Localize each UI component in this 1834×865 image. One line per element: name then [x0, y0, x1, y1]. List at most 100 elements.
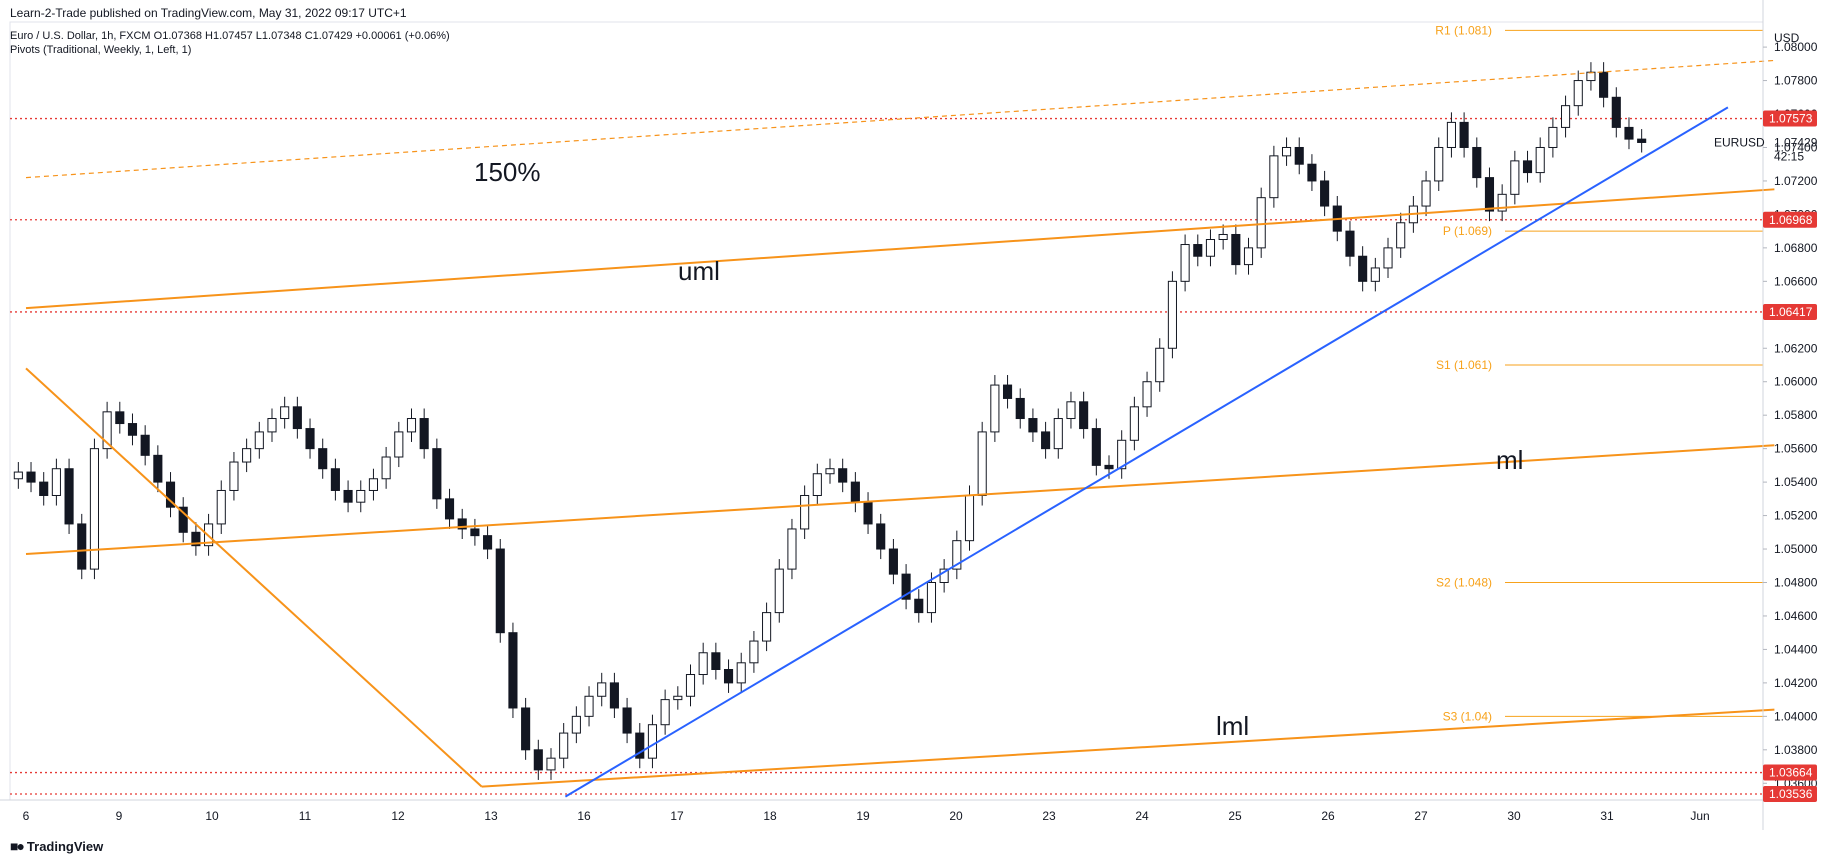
- label-150-percent: 150%: [474, 157, 541, 187]
- candle-body: [1611, 96, 1621, 128]
- candle-body: [800, 494, 810, 530]
- price-tick-label: 1.05800: [1774, 408, 1818, 422]
- footer-brand: TradingView: [26, 838, 104, 854]
- candle-body: [1256, 197, 1266, 249]
- price-tick-label: 1.05400: [1774, 475, 1818, 489]
- candle-body: [77, 523, 87, 570]
- candle-body: [1586, 71, 1596, 82]
- candle-body: [926, 581, 937, 614]
- candle-body: [1028, 418, 1038, 433]
- pitchfork-handle-line[interactable]: [25, 367, 483, 788]
- candle-body: [305, 428, 315, 450]
- pitchfork-median-line[interactable]: [25, 444, 1775, 556]
- candle-body: [736, 662, 746, 684]
- candle-body: [267, 418, 277, 433]
- candle-body: [964, 494, 975, 542]
- candle-body: [1434, 146, 1444, 182]
- candle-body: [1155, 347, 1165, 383]
- price-tick-label: 1.07200: [1774, 174, 1818, 188]
- price-tag-value: 1.06968: [1769, 213, 1813, 227]
- drawing-labels: 150% uml ml lml: [474, 157, 1523, 741]
- horizontal-price-lines: [10, 117, 1763, 795]
- tradingview-logo-icon: ■●: [10, 838, 25, 854]
- candle-body: [178, 506, 188, 533]
- candle-body: [254, 431, 264, 450]
- candle-body: [1243, 247, 1254, 266]
- candle-body: [318, 448, 328, 470]
- candle-body: [914, 598, 924, 614]
- label-uml: uml: [678, 256, 720, 286]
- time-tick-label: 16: [577, 809, 591, 823]
- candle-body: [825, 468, 835, 475]
- candle-body: [1421, 180, 1431, 207]
- price-tick-label: 1.05000: [1774, 542, 1818, 556]
- candle-body: [102, 411, 112, 450]
- candle-body: [1129, 406, 1139, 441]
- currency-label: USD: [1774, 31, 1800, 45]
- candle-body: [495, 548, 505, 634]
- candle-body: [1091, 428, 1101, 466]
- candle-body: [483, 535, 493, 550]
- pitchfork-150-line[interactable]: [25, 59, 1775, 179]
- label-ml: ml: [1496, 445, 1523, 475]
- ascending-trendline[interactable]: [564, 106, 1729, 798]
- candle-body: [876, 523, 886, 550]
- candle-body: [191, 531, 201, 547]
- price-chart[interactable]: R1 (1.081) P (1.069) S1 (1.061) S2 (1.048) S…: [0, 0, 1834, 830]
- time-tick-label: 31: [1600, 809, 1614, 823]
- symbol-last-label: EURUSD: [1714, 136, 1765, 150]
- candle-body: [521, 707, 531, 751]
- candle-body: [394, 431, 404, 458]
- candle-body: [1205, 239, 1216, 257]
- candle-body: [762, 612, 772, 642]
- candle-body: [127, 423, 138, 436]
- candle-body: [356, 489, 366, 503]
- candle-body: [1522, 160, 1533, 174]
- pivot-label: S2 (1.048): [1436, 575, 1492, 589]
- candle-body: [292, 406, 302, 430]
- candle-body: [1548, 126, 1558, 148]
- candle-body: [863, 501, 873, 525]
- candle-body: [977, 431, 987, 496]
- candle-body: [1015, 397, 1025, 420]
- candle-body: [888, 548, 898, 575]
- candle-body: [559, 732, 569, 759]
- candle-body: [1231, 233, 1241, 266]
- candle-body: [1117, 439, 1127, 470]
- candlestick-series: [13, 62, 1647, 780]
- time-tick-label: Jun: [1690, 809, 1709, 823]
- candle-body: [698, 652, 708, 676]
- pitchfork-drawing[interactable]: [25, 59, 1775, 798]
- time-tick-label: 30: [1507, 809, 1521, 823]
- candle-body: [901, 573, 911, 600]
- candle-body: [1497, 193, 1507, 212]
- candle-body: [647, 724, 658, 759]
- candle-body: [419, 418, 429, 450]
- candle-body: [153, 454, 163, 483]
- price-tick-label: 1.06800: [1774, 241, 1818, 255]
- time-tick-label: 26: [1321, 809, 1335, 823]
- candle-body: [1053, 418, 1063, 450]
- candle-body: [13, 471, 23, 480]
- candle-body: [660, 699, 670, 726]
- pitchfork-lower-median-line[interactable]: [481, 708, 1775, 788]
- price-tick-label: 1.04400: [1774, 642, 1818, 656]
- tradingview-footer[interactable]: ■● TradingView: [10, 838, 103, 854]
- candle-body: [229, 461, 239, 491]
- price-tick-label: 1.03800: [1774, 743, 1818, 757]
- price-tick-label: 1.04600: [1774, 609, 1818, 623]
- candle-body: [546, 757, 556, 771]
- candle-body: [838, 468, 848, 483]
- symbol-ohlc-line[interactable]: Euro / U.S. Dollar, 1h, FXCM O1.07368 H1…: [10, 30, 450, 42]
- time-tick-label: 11: [299, 809, 312, 823]
- candle-body: [39, 481, 49, 496]
- chart-grid: [9, 21, 1764, 801]
- pitchfork-upper-median-line[interactable]: [25, 188, 1775, 310]
- candle-body: [115, 411, 125, 425]
- candle-body: [1358, 255, 1368, 282]
- time-axis[interactable]: 6 9 10 11 12 13 16 17 18 19 20 23 24 25 26 27 30 31 Jun: [0, 799, 1763, 823]
- candle-body: [1193, 244, 1203, 257]
- pivots-indicator-line[interactable]: Pivots (Traditional, Weekly, 1, Left, 1): [10, 44, 192, 56]
- candle-body: [571, 715, 581, 734]
- candle-body: [470, 528, 480, 537]
